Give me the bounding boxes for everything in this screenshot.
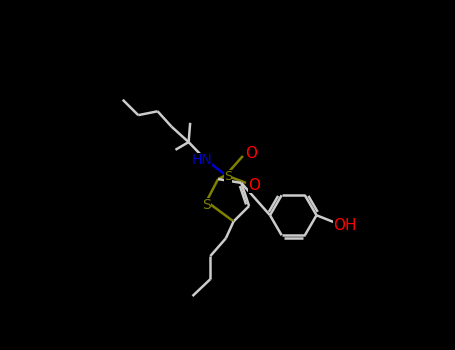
Text: O: O [245,146,257,161]
Text: S: S [202,198,211,212]
Text: OH: OH [334,218,357,233]
Text: HN: HN [192,153,212,167]
Text: O: O [248,178,260,193]
Text: S: S [224,170,232,183]
